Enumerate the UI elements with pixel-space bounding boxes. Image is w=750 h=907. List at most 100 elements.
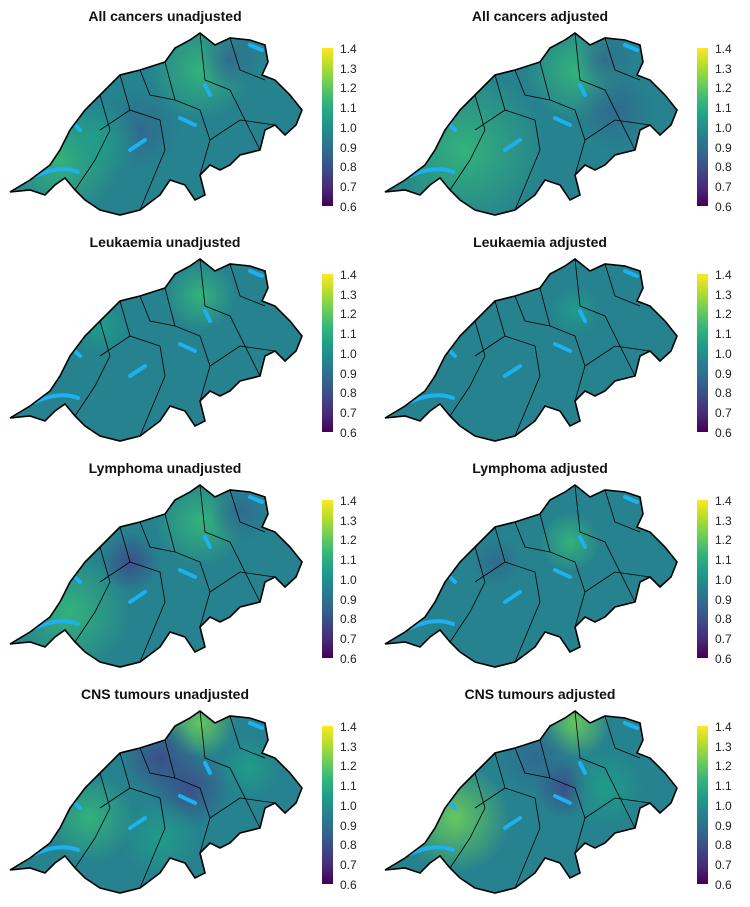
colorbar-tick-label: 0.6: [340, 199, 357, 214]
lake: [408, 167, 455, 178]
panel-title: CNS tumours adjusted: [464, 686, 616, 702]
map-panel: Lymphoma adjusted 1.4 1.3 1.2 1.1 1.0 0.9 0.8 0…: [375, 452, 750, 678]
colorbar-tick-label: 0.7: [340, 179, 357, 194]
colorbar-tick-label: 1.4: [715, 494, 732, 508]
canton-border: [604, 489, 641, 533]
canton-border: [474, 335, 506, 357]
lake: [503, 590, 522, 604]
colorbar: [697, 274, 708, 432]
canton-border: [139, 747, 176, 779]
lake: [408, 845, 455, 856]
canton-border: [209, 345, 276, 367]
colorbar-tick-label: 1.4: [340, 494, 357, 508]
risk-blob: [540, 512, 600, 572]
colorbar-ticks: 1.4 1.3 1.2 1.1 1.0 0.9 0.8 0.7 0.6: [715, 720, 745, 892]
colorbar-tick-label: 1.1: [715, 779, 732, 794]
map-panel: Leukaemia unadjusted 1.4 1.3 1.2 1.1 1.0 0.9 0…: [0, 226, 375, 452]
canton-border: [449, 772, 486, 869]
canton-border: [574, 32, 636, 151]
canton-border: [474, 787, 506, 809]
colorbar-tick-label: 1.1: [715, 327, 732, 342]
canton-border: [119, 526, 166, 663]
lake: [578, 309, 587, 323]
lake: [248, 495, 264, 504]
colorbar-tick-label: 0.9: [340, 366, 357, 381]
canton-border: [584, 345, 651, 367]
switzerland-map: [9, 484, 303, 668]
lake: [248, 721, 264, 730]
colorbar-tick-label: 0.6: [715, 425, 732, 440]
colorbar-tick-label: 0.7: [340, 631, 357, 646]
canton-border: [119, 74, 166, 211]
canton-border: [494, 526, 541, 663]
colorbar-tick-label: 1.3: [340, 739, 357, 754]
canton-border: [474, 109, 506, 131]
colorbar-tick-label: 0.9: [340, 140, 357, 155]
canton-border: [449, 94, 486, 191]
colorbar-tick-label: 1.3: [715, 513, 732, 528]
lake: [583, 625, 592, 639]
canton-border: [139, 69, 176, 101]
canton-border: [574, 484, 636, 603]
country-border: [384, 484, 678, 668]
colorbar-tick-label: 0.8: [715, 386, 732, 401]
colorbar-tick-label: 1.2: [340, 81, 357, 96]
colorbar-ticks: 1.4 1.3 1.2 1.1 1.0 0.9 0.8 0.7 0.6: [340, 268, 370, 440]
canton-border: [119, 752, 166, 889]
canton-border: [494, 300, 541, 437]
colorbar: [322, 500, 333, 658]
canton-border: [539, 513, 586, 628]
canton-border: [514, 521, 551, 553]
canton-border: [74, 320, 111, 417]
risk-blob: [400, 763, 510, 873]
panel-title: Leukaemia adjusted: [473, 234, 607, 250]
colorbar: [322, 274, 333, 432]
risk-blob: [45, 773, 135, 863]
canton-border: [119, 300, 166, 437]
colorbar-tick-label: 1.4: [340, 720, 357, 734]
colorbar-tick-label: 1.1: [715, 101, 732, 116]
canton-border: [99, 787, 131, 809]
lake: [623, 43, 639, 52]
colorbar-tick-label: 1.1: [340, 553, 357, 568]
colorbar-ticks: 1.4 1.3 1.2 1.1 1.0 0.9 0.8 0.7 0.6: [340, 494, 370, 666]
switzerland-map: [384, 484, 678, 668]
lake: [553, 794, 572, 805]
lake: [203, 309, 212, 323]
colorbar-tick-label: 1.2: [715, 533, 732, 548]
canton-border: [584, 571, 651, 593]
colorbar-tick-label: 0.7: [715, 857, 732, 872]
lake: [128, 816, 147, 830]
colorbar-tick-label: 1.3: [715, 739, 732, 754]
colorbar-tick-label: 1.2: [340, 759, 357, 774]
switzerland-map: [384, 258, 678, 442]
canton-border: [604, 715, 641, 759]
canton-border: [584, 119, 651, 141]
colorbar-tick-label: 1.1: [715, 553, 732, 568]
colorbar-tick-label: 1.1: [340, 101, 357, 116]
lake: [178, 116, 197, 127]
risk-blob: [120, 798, 200, 878]
lake: [578, 83, 587, 97]
lake: [578, 535, 587, 549]
colorbar-tick-label: 1.4: [715, 268, 732, 282]
switzerland-map: [9, 258, 303, 442]
lake: [583, 173, 592, 187]
canton-border: [229, 263, 266, 307]
lake: [408, 619, 455, 630]
colorbar-tick-label: 1.3: [340, 61, 357, 76]
lake: [408, 393, 455, 404]
colorbar-tick-label: 1.0: [340, 120, 357, 135]
canton-border: [229, 715, 266, 759]
canton-border: [514, 747, 551, 779]
panel-title: Lymphoma adjusted: [472, 460, 608, 476]
lake: [128, 590, 147, 604]
colorbar-ticks: 1.4 1.3 1.2 1.1 1.0 0.9 0.8 0.7 0.6: [340, 42, 370, 214]
lake: [623, 721, 639, 730]
colorbar-tick-label: 1.0: [340, 798, 357, 813]
country-border: [384, 258, 678, 442]
colorbar-tick-label: 0.6: [715, 877, 732, 892]
canton-border: [209, 119, 276, 141]
colorbar-tick-label: 1.1: [340, 779, 357, 794]
canton-border: [199, 32, 261, 151]
